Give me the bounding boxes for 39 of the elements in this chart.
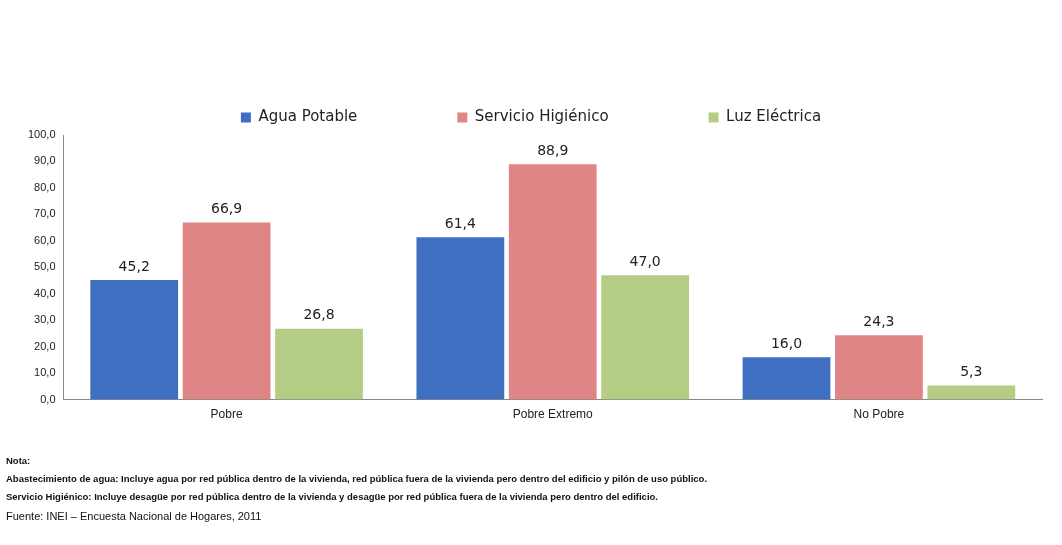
source-note: Fuente: INEI – Encuesta Nacional de Hogares, 2011 [6, 510, 263, 522]
bar [182, 222, 271, 400]
data-label: 16,0 [770, 334, 803, 351]
data-label: 61,4 [444, 214, 477, 231]
bar [601, 275, 690, 400]
y-tick-label: 10,0 [34, 366, 56, 379]
text: Nota: [6, 455, 32, 466]
x-tick-label: Pobre [210, 407, 243, 422]
text: Abastecimiento de agua: Incluye agua por red pública dentro de la vivienda, red pública fuera de la vivienda pero dentro del edificio y pilón de uso público. [6, 473, 709, 484]
data-label: 47,0 [629, 252, 661, 269]
y-tick-label: 80,0 [34, 180, 56, 193]
data-label: 24,3 [863, 312, 895, 329]
text: Servicio Higiénico: Incluye desagüe por red pública dentro de la vivienda y desagüe por red pública fuera de la vivienda pero dentro del edificio. [6, 491, 659, 502]
data-label: 5,3 [960, 363, 983, 380]
bar [927, 385, 1016, 400]
y-tick-label: 50,0 [34, 260, 56, 273]
y-tick-label: 60,0 [34, 233, 56, 246]
data-label: 26,8 [303, 306, 335, 323]
legend-label: Agua Potable [258, 107, 358, 126]
y-tick-label: 40,0 [34, 286, 56, 299]
y-tick-label: 20,0 [34, 339, 56, 352]
bar [742, 357, 831, 400]
y-tick-label: 90,0 [34, 154, 56, 167]
data-label: 66,9 [211, 200, 243, 217]
bar [835, 335, 923, 400]
y-tick-label: 0,0 [40, 392, 56, 405]
bar [90, 280, 179, 400]
bar [275, 328, 363, 400]
y-tick-label: 30,0 [34, 313, 56, 326]
legend-label: Servicio Higiénico [474, 107, 609, 126]
data-label: 88,9 [537, 142, 569, 159]
data-label: 45,2 [118, 257, 150, 274]
x-tick-label: No Pobre [853, 407, 905, 422]
x-tick-label: Pobre Extremo [512, 407, 594, 422]
y-tick-label: 100,0 [28, 128, 56, 141]
bar [508, 164, 597, 400]
bar [416, 237, 505, 400]
y-tick-label: 70,0 [34, 207, 56, 220]
legend-label: Luz Eléctrica [726, 107, 822, 126]
